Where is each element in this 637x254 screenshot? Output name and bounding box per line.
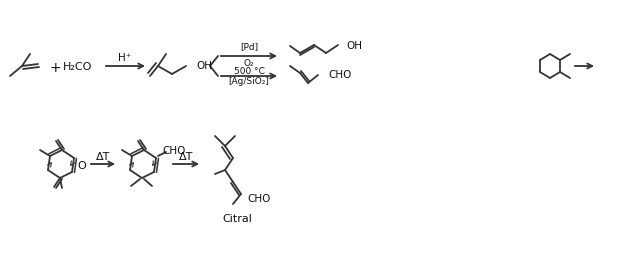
- Text: CHO: CHO: [328, 70, 352, 80]
- Text: H⁺: H⁺: [118, 53, 132, 63]
- Text: ΔT: ΔT: [96, 151, 110, 161]
- Text: [Pd]: [Pd]: [240, 42, 258, 51]
- Text: Citral: Citral: [222, 213, 252, 223]
- Text: [Ag/SiO₂]: [Ag/SiO₂]: [229, 77, 269, 86]
- Text: O: O: [78, 160, 87, 170]
- Text: 500 °C: 500 °C: [234, 67, 264, 76]
- Text: ΔT: ΔT: [179, 151, 193, 161]
- Text: +: +: [49, 61, 61, 75]
- Text: CHO: CHO: [247, 193, 270, 203]
- Text: H₂CO: H₂CO: [63, 62, 93, 72]
- Text: O₂: O₂: [244, 59, 254, 68]
- Text: OH: OH: [196, 61, 212, 71]
- Text: OH: OH: [346, 41, 362, 51]
- Text: CHO: CHO: [162, 146, 186, 155]
